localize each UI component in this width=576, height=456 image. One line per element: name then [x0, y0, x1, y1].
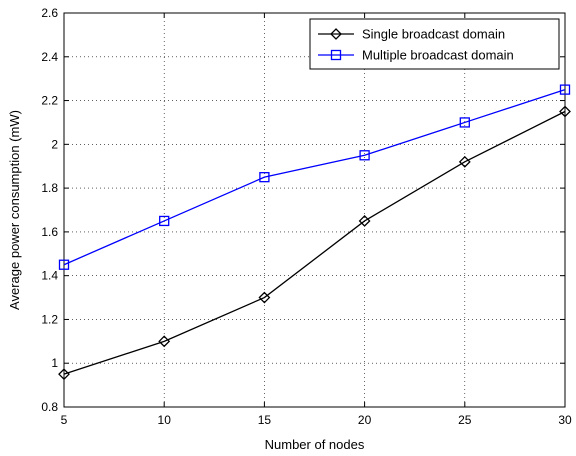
data-point: [559, 105, 571, 118]
data-point: [559, 84, 571, 95]
series-group: [58, 84, 571, 270]
x-tick-label: 25: [458, 413, 472, 427]
data-point: [258, 291, 271, 304]
legend-label: Single broadcast domain: [362, 27, 505, 42]
x-tick-label: 30: [558, 413, 572, 427]
series-layer: [58, 84, 571, 381]
plot-area: [63, 12, 566, 408]
legend-marker: [330, 28, 342, 40]
y-tick-label: 1.4: [41, 269, 58, 283]
legend: Single broadcast domain Multiple broadcas…: [309, 18, 560, 70]
y-tick-label: 1.6: [41, 225, 58, 239]
data-point: [458, 155, 471, 168]
data-point: [359, 150, 370, 161]
y-tick-label: 1.8: [41, 181, 58, 195]
y-tick-label: 2.6: [41, 6, 58, 20]
legend-label: Multiple broadcast domain: [362, 48, 514, 63]
x-tick-label: 5: [61, 413, 68, 427]
y-tick-label: 2.4: [41, 50, 58, 64]
grid-lines: [63, 12, 566, 408]
x-tick-label: 15: [258, 413, 272, 427]
legend-box: [309, 18, 560, 70]
data-point: [58, 259, 70, 270]
y-tick-label: 1.2: [41, 312, 58, 326]
y-tick-label: 0.8: [41, 400, 58, 414]
x-axis-label: Number of nodes: [265, 437, 365, 452]
x-tick-label: 10: [158, 413, 172, 427]
data-point: [159, 215, 170, 227]
data-point: [158, 335, 171, 348]
data-point: [58, 368, 70, 381]
y-tick-label: 1: [51, 356, 58, 370]
x-tick-label: 20: [358, 413, 372, 427]
axis-ticks: 5 10 15 20 25 30 0.8 1 1.2 1.4 1.6 1.8 2 2.2 2.4 2.6: [41, 6, 572, 427]
series-line: [63, 110, 566, 375]
y-tick-label: 2: [51, 137, 58, 151]
y-tick-label: 2.2: [41, 94, 58, 108]
data-point: [358, 215, 371, 227]
legend-marker: [330, 49, 342, 61]
data-point: [459, 117, 470, 128]
data-point: [259, 172, 270, 183]
series-group: [58, 105, 571, 381]
series-line: [63, 88, 566, 266]
y-axis-label: Average power consumption (mW): [7, 110, 22, 310]
